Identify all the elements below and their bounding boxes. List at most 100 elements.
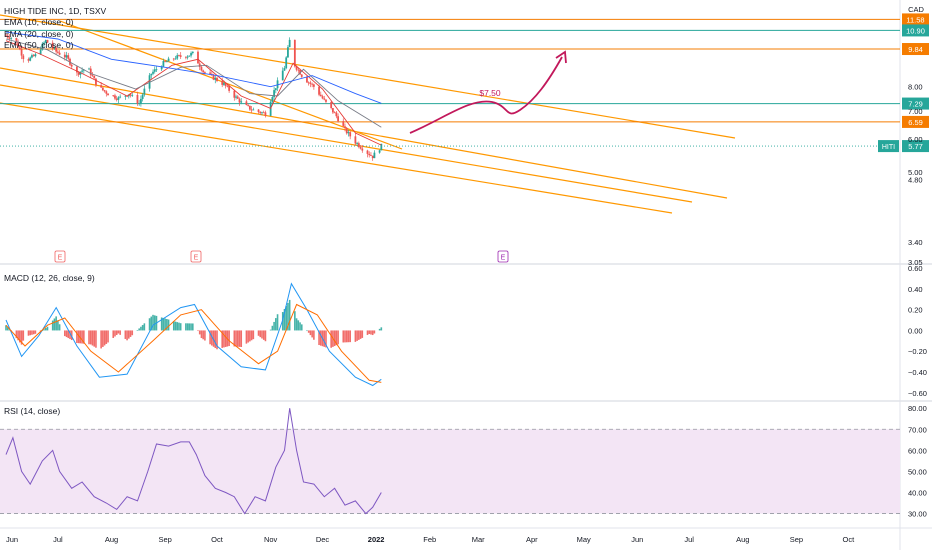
macd-histogram-bar — [43, 329, 45, 331]
macd-histogram-bar — [76, 330, 78, 343]
candle-body — [337, 116, 339, 122]
earnings-marker-icon[interactable] — [497, 250, 509, 263]
macd-histogram-bar — [150, 316, 153, 331]
candle-body — [76, 66, 78, 73]
macd-histogram-bar — [257, 330, 260, 336]
candle-body — [20, 49, 23, 56]
legend-ema50[interactable]: EMA (50, close, 0) — [4, 40, 74, 50]
macd-histogram-bar — [221, 330, 224, 348]
trendline[interactable] — [0, 14, 736, 139]
macd-histogram-bar — [114, 330, 116, 337]
candle-body — [44, 40, 47, 43]
macd-histogram-bar — [297, 320, 300, 331]
candle-body — [88, 68, 90, 70]
candle-body — [172, 58, 175, 60]
macd-histogram-bar — [198, 330, 201, 335]
macd-histogram-bar — [300, 324, 303, 331]
candle-body — [356, 143, 359, 144]
candle-body — [53, 47, 56, 49]
legend-ema10[interactable]: EMA (10, close, 0) — [4, 17, 74, 27]
price-label-badge — [902, 115, 929, 128]
macd-histogram-bar — [138, 328, 140, 331]
candle-body — [271, 97, 274, 102]
trendline[interactable] — [0, 84, 693, 203]
legend-ema20[interactable]: EMA (20, close, 0) — [4, 29, 74, 39]
candle-body — [297, 69, 300, 71]
trendline[interactable] — [0, 102, 673, 214]
candle-body — [359, 147, 362, 149]
macd-histogram-bar — [167, 319, 170, 331]
candle-body — [178, 55, 180, 57]
time-axis-tick: Dec — [316, 535, 330, 544]
macd-histogram-bar — [366, 330, 369, 335]
candle-body — [311, 83, 314, 85]
rsi-pane-title[interactable]: RSI (14, close) — [4, 406, 61, 416]
candle-body — [300, 74, 303, 77]
trendline[interactable] — [0, 67, 728, 199]
time-axis-tick: Feb — [423, 535, 436, 544]
candle-body — [95, 78, 97, 86]
ema-line — [5, 38, 382, 128]
trendline[interactable] — [59, 20, 403, 150]
earnings-marker-icon[interactable] — [190, 250, 202, 263]
macd-histogram-bar — [172, 321, 175, 331]
candle-body — [257, 109, 260, 112]
candle-body — [319, 94, 322, 97]
candle-body — [112, 95, 115, 97]
candle-body — [347, 132, 350, 134]
candle-body — [214, 77, 217, 80]
candle-body — [245, 101, 248, 106]
candle-body — [366, 150, 369, 154]
macd-histogram-bar — [105, 330, 108, 344]
candle-body — [174, 58, 177, 60]
macd-histogram-bar — [179, 323, 182, 331]
macd-histogram-bar — [307, 330, 310, 333]
candle-body — [357, 143, 360, 148]
candle-body — [306, 76, 308, 83]
candle-body — [10, 37, 13, 39]
macd-histogram-bar — [69, 330, 71, 340]
macd-histogram-bar — [107, 330, 109, 343]
candle-body — [345, 127, 348, 134]
macd-histogram-bar — [224, 330, 227, 347]
macd-histogram-bar — [202, 330, 204, 340]
macd-histogram-bar — [83, 330, 85, 344]
macd-histogram-bar — [191, 323, 194, 331]
macd-histogram-bar — [77, 330, 80, 344]
macd-histogram-bar — [200, 330, 203, 339]
macd-histogram-bar — [249, 330, 251, 342]
macd-histogram-bar — [380, 327, 383, 331]
macd-histogram-bar — [233, 330, 236, 347]
candle-body — [342, 121, 345, 127]
candle-body — [210, 73, 213, 75]
price-label-badge — [902, 97, 929, 110]
macd-histogram-bar — [276, 314, 279, 331]
price-axis-tick: 4.80 — [908, 176, 923, 185]
price-annotation: $7.50 — [479, 88, 501, 98]
candle-body — [318, 86, 320, 95]
earnings-marker-icon[interactable] — [54, 250, 66, 263]
projection-arrow[interactable] — [409, 56, 563, 134]
candle-body — [63, 54, 66, 58]
macd-histogram-bar — [100, 330, 102, 349]
price-label: 9.84 — [908, 45, 923, 54]
price-axis-tick: 3.40 — [908, 238, 923, 247]
macd-histogram-bar — [309, 330, 312, 336]
candle-body — [344, 126, 346, 128]
rsi-axis-tick: 80.00 — [908, 404, 927, 413]
macd-histogram-bar — [342, 330, 345, 343]
candle-body — [295, 66, 298, 70]
macd-histogram-bar — [335, 330, 338, 346]
candle-body — [212, 74, 215, 80]
macd-histogram-bar — [359, 330, 362, 339]
macd-pane-title[interactable]: MACD (12, 26, close, 9) — [4, 273, 95, 283]
macd-histogram-bar — [371, 330, 374, 336]
candle-body — [325, 99, 327, 102]
macd-histogram-bar — [46, 326, 49, 331]
price-axis-tick: 8.00 — [908, 83, 923, 92]
time-axis-tick: Jun — [6, 535, 18, 544]
macd-histogram-bar — [93, 330, 96, 347]
earnings-marker-label: E — [58, 255, 63, 262]
time-axis-tick: Apr — [526, 535, 538, 544]
